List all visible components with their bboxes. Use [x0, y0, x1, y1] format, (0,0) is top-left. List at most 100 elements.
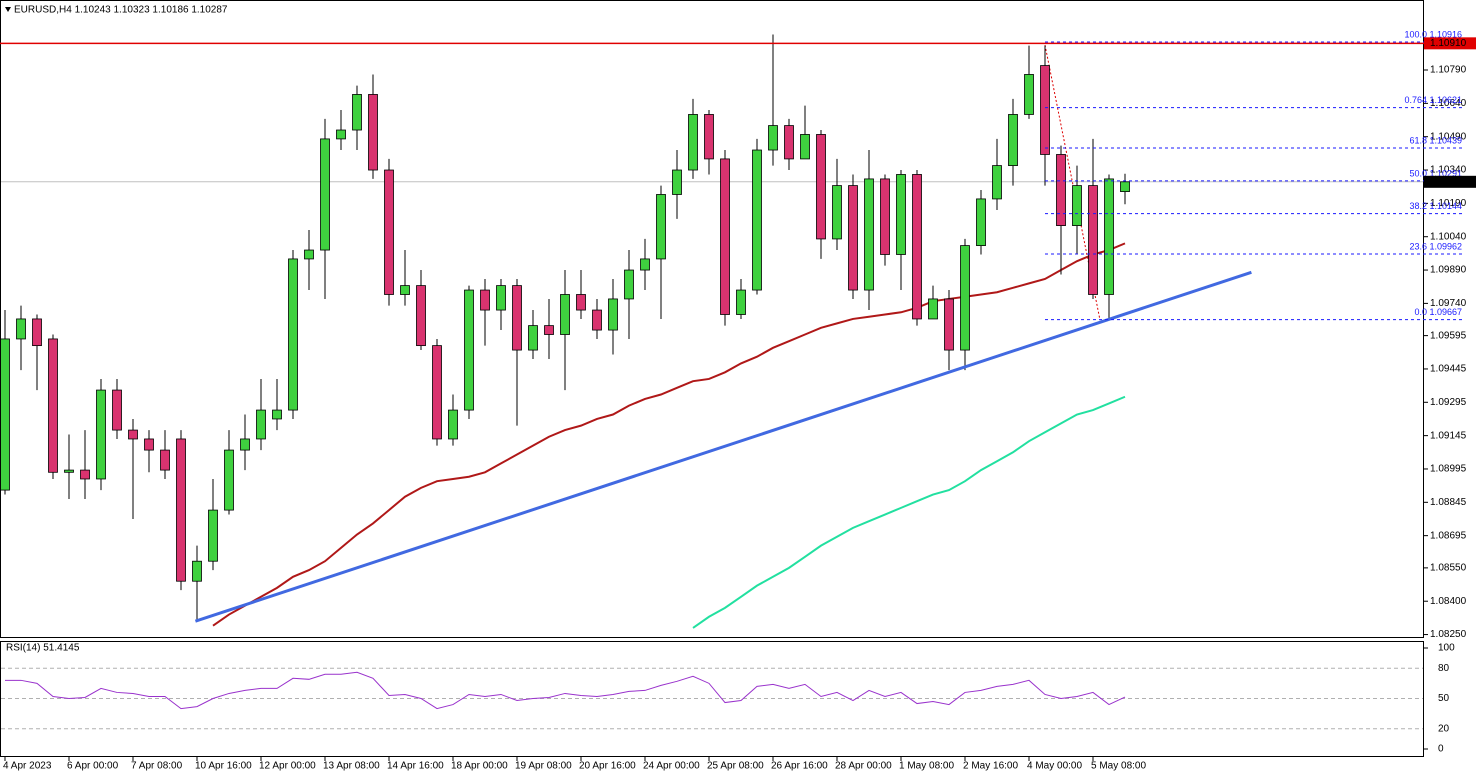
x-tick-label: 10 Apr 16:00	[195, 761, 252, 772]
x-tick-label: 26 Apr 16:00	[771, 761, 828, 772]
fib-label: 23.6 1.09962	[1409, 241, 1462, 251]
candle-body	[1040, 65, 1050, 155]
rsi-title: RSI(14) 51.4145	[6, 643, 80, 654]
rsi-line	[5, 671, 1126, 710]
candle-body	[448, 409, 458, 440]
y-tick-label: 1.10340	[1430, 165, 1467, 176]
y-tick-label: 1.08995	[1430, 464, 1467, 475]
rsi-plot	[1, 667, 1423, 730]
candle-body	[576, 294, 586, 311]
candle-body	[272, 409, 282, 420]
candle-body	[960, 245, 970, 351]
rsi-tick-label: 0	[1438, 744, 1444, 755]
y-tick-label: 1.10190	[1430, 198, 1467, 209]
candle-body	[80, 469, 90, 480]
candle-body	[880, 178, 890, 255]
y-tick-label: 1.10790	[1430, 65, 1467, 76]
candle-body	[1056, 154, 1066, 226]
y-tick-label: 1.08845	[1430, 497, 1467, 508]
last-price-label: 1.10287	[1430, 176, 1467, 187]
candle-body	[224, 449, 234, 511]
x-tick-label: 2 May 16:00	[963, 761, 1018, 772]
candle-body	[800, 134, 810, 160]
rsi-tick-label: 100	[1438, 643, 1455, 654]
y-tick-label: 1.08250	[1430, 629, 1467, 640]
y-tick-label: 1.09890	[1430, 265, 1467, 276]
candle-body	[208, 509, 218, 562]
x-tick-label: 19 Apr 08:00	[515, 761, 572, 772]
candle-body	[432, 345, 442, 440]
candle-body	[544, 325, 554, 335]
x-tick-label: 24 Apr 00:00	[643, 761, 700, 772]
candle-body	[848, 185, 858, 291]
fib-label: 38.2 1.10144	[1409, 201, 1462, 211]
x-tick-label: 12 Apr 00:00	[259, 761, 316, 772]
candle-body	[1120, 181, 1130, 192]
y-tick-label: 1.10040	[1430, 231, 1467, 242]
candle-body	[1104, 178, 1114, 295]
candle-body	[736, 289, 746, 315]
candle-body	[240, 438, 250, 451]
candle-body	[256, 409, 266, 440]
moving-average	[692, 395, 1126, 629]
hline-price-box	[1424, 37, 1476, 50]
y-tick-label: 1.09145	[1430, 430, 1467, 441]
y-tick-label: 1.08695	[1430, 530, 1467, 541]
candle-body	[160, 449, 170, 471]
candle-body	[528, 325, 538, 351]
candle-body	[992, 165, 1002, 200]
candle-body	[336, 129, 346, 140]
candle-body	[608, 298, 618, 331]
candle-body	[304, 249, 314, 260]
candle-body	[832, 185, 842, 240]
x-tick-label: 14 Apr 16:00	[387, 761, 444, 772]
y-tick-label: 1.08400	[1430, 596, 1467, 607]
fib-label: 50.0 1.10291	[1409, 168, 1462, 178]
fib-label: 0.764 1.10621	[1404, 95, 1462, 105]
y-tick-label: 1.10490	[1430, 131, 1467, 142]
candle-body	[560, 294, 570, 335]
menu-arrow	[5, 7, 11, 12]
candle-body	[288, 258, 298, 411]
candle-body	[1, 338, 10, 491]
candle-body	[496, 285, 506, 311]
candle-body	[752, 149, 762, 291]
x-tick-label: 13 Apr 08:00	[323, 761, 380, 772]
candle-body	[688, 114, 698, 171]
y-tick-label: 1.09740	[1430, 298, 1467, 309]
candle-body	[640, 258, 650, 271]
rsi-tick-label: 20	[1438, 723, 1450, 734]
x-tick-label: 4 May 00:00	[1027, 761, 1082, 772]
candle-body	[144, 438, 154, 451]
candle-body	[768, 125, 778, 151]
candle-body	[480, 289, 490, 311]
candle-body	[896, 174, 906, 255]
candle-body	[784, 125, 794, 160]
x-tick-label: 20 Apr 16:00	[579, 761, 636, 772]
candle-body	[32, 318, 42, 347]
x-tick-label: 1 May 08:00	[899, 761, 954, 772]
moving-average	[212, 242, 1126, 627]
trendline	[194, 270, 1252, 623]
y-tick-label: 1.08550	[1430, 563, 1467, 574]
chart-title: EURUSD,H4 1.10243 1.10323 1.10186 1.1028…	[14, 5, 228, 16]
hline-price-label: 1.10910	[1430, 38, 1467, 49]
candle-body	[416, 285, 426, 347]
candle-body	[368, 94, 378, 171]
candle-body	[320, 138, 330, 251]
x-tick-label: 7 Apr 08:00	[131, 761, 183, 772]
x-tick-label: 4 Apr 2023	[3, 761, 52, 772]
candle-body	[192, 560, 202, 582]
y-tick-label: 1.09295	[1430, 397, 1467, 408]
candle-body	[592, 309, 602, 331]
candle-body	[720, 158, 730, 315]
y-tick-label: 1.10640	[1430, 98, 1467, 109]
last-price-box	[1424, 175, 1476, 188]
candle-body	[16, 318, 26, 340]
fib-label: 0.0 1.09667	[1414, 307, 1462, 317]
fib-label: 61.8 1.10439	[1409, 135, 1462, 145]
candle-body	[928, 298, 938, 320]
x-tick-label: 28 Apr 00:00	[835, 761, 892, 772]
